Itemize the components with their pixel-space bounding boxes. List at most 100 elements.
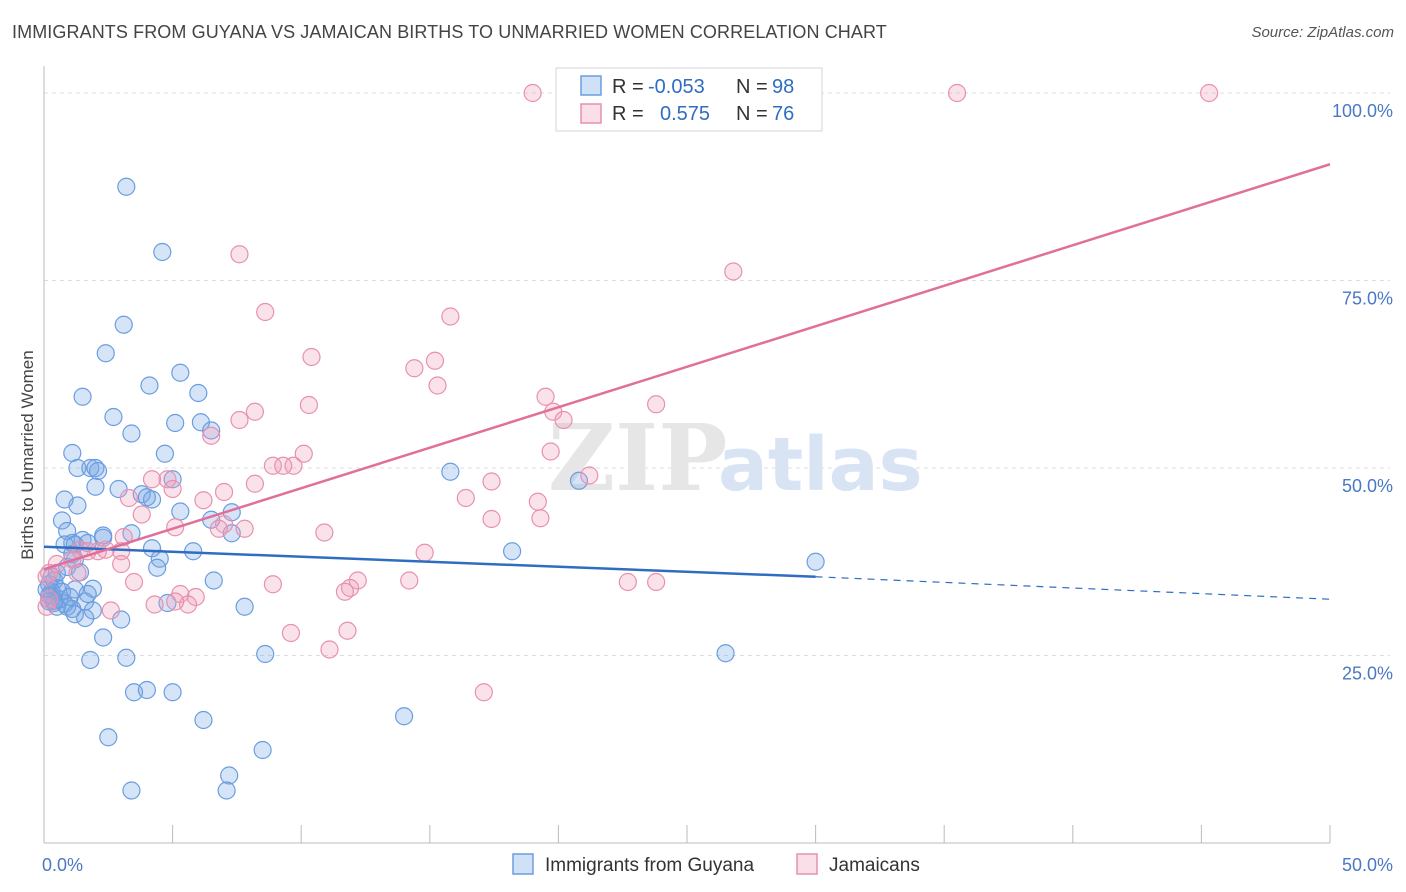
guyana-point-72	[81, 650, 100, 670]
chart-source: Source: ZipAtlas.com	[1251, 24, 1394, 41]
jamaicans-point-59	[400, 571, 419, 590]
jamaicans-point-27	[580, 466, 599, 485]
series-legend: Immigrants from Guyana Jamaicans	[512, 853, 920, 876]
jamaicans-point-43	[114, 527, 133, 547]
jamaicans-point-57	[263, 575, 283, 594]
jamaicans-point-12	[647, 395, 666, 414]
legend-r-label-1: R =	[612, 76, 644, 98]
jamaicans-point-9	[425, 351, 445, 370]
correlation-legend: R = -0.053 N = 98 R = 0.575 N = 76	[555, 67, 823, 132]
legend-bottom-label-jamaicans: Jamaicans	[829, 855, 920, 876]
guyana-point-47	[148, 558, 167, 577]
jamaicans-point-73	[320, 640, 339, 659]
jamaicans-point-16	[554, 410, 573, 430]
guyana-point-67	[235, 597, 254, 616]
guyana-point-62	[65, 605, 84, 624]
x-tick-label-1: 50.0%	[1342, 855, 1393, 875]
jamaicans-point-37	[531, 509, 550, 528]
watermark-atlas: atlas	[718, 422, 923, 508]
guyana-point-0	[117, 177, 136, 196]
jamaicans-point-13	[299, 395, 319, 415]
trend-line-jamaicans	[43, 163, 1331, 571]
guyana-point-87	[716, 644, 735, 663]
jamaicans-point-36	[482, 509, 501, 529]
guyana-point-84	[441, 462, 460, 481]
guyana-point-77	[194, 710, 213, 730]
jamaicans-point-72	[338, 621, 357, 640]
watermark: ZIP atlas	[548, 404, 923, 512]
jamaicans-point-5	[256, 302, 275, 322]
legend-r-label-2: R =	[612, 103, 644, 125]
jamaicans-point-10	[428, 376, 447, 395]
guyana-point-82	[122, 781, 141, 800]
legend-swatch-blue	[580, 75, 602, 96]
guyana-point-61	[78, 584, 97, 604]
jamaicans-point-3	[230, 245, 249, 264]
y-tick-label-3: 100.0%	[1332, 101, 1393, 121]
guyana-point-8	[104, 407, 123, 427]
jamaicans-point-21	[284, 456, 303, 475]
trend-line-guyana-extension	[815, 576, 1331, 600]
guyana-point-66	[204, 571, 223, 590]
guyana-point-88	[806, 552, 825, 571]
legend-bottom-swatch-blue	[512, 853, 534, 875]
guyana-point-30	[52, 511, 72, 530]
guyana-point-73	[256, 644, 275, 664]
legend-n-value-2: 76	[772, 103, 794, 125]
jamaicans-point-2	[1200, 83, 1219, 103]
jamaicans-point-26	[482, 472, 501, 491]
jamaicans-point-66	[145, 595, 164, 614]
jamaicans-point-75	[40, 590, 59, 609]
legend-r-value-2: 0.575	[660, 103, 710, 125]
jamaicans-point-53	[68, 563, 87, 583]
y-tick-label-0: 25.0%	[1342, 664, 1393, 684]
jamaicans-point-23	[274, 456, 293, 475]
guyana-point-70	[112, 610, 131, 629]
jamaicans-point-29	[163, 479, 182, 499]
gridlines	[44, 92, 1390, 656]
guyana-point-1	[153, 242, 172, 262]
guyana-point-27	[171, 502, 190, 521]
jamaicans-point-33	[528, 492, 547, 511]
x-tick-labels: 0.0% 50.0%	[42, 855, 1393, 875]
jamaicans-point-41	[209, 519, 228, 538]
y-tick-labels: 25.0% 50.0% 75.0% 100.0%	[1332, 101, 1393, 684]
jamaicans-point-4	[724, 262, 743, 281]
jamaicans-point-34	[119, 488, 138, 508]
guyana-point-76	[163, 683, 182, 702]
axes	[43, 66, 1331, 844]
guyana-point-6	[189, 383, 208, 403]
guyana-point-69	[94, 628, 113, 647]
jamaicans-point-6	[441, 307, 460, 326]
legend-n-value-1: 98	[772, 76, 794, 98]
guyana-point-12	[202, 421, 221, 440]
jamaicans-point-69	[166, 592, 185, 611]
legend-swatch-pink	[580, 103, 602, 124]
guyana-point-21	[86, 477, 105, 496]
jamaicans-point-47	[78, 542, 97, 561]
jamaicans-point-39	[235, 519, 254, 538]
jamaicans-point-32	[194, 491, 213, 510]
trend-lines	[43, 163, 1331, 600]
guyana-point-2	[114, 315, 133, 334]
jamaicans-point-31	[456, 488, 475, 508]
jamaicans-point-35	[132, 505, 151, 524]
x-tick-label-0: 0.0%	[42, 855, 83, 875]
jamaicans-point-19	[541, 442, 560, 461]
guyana-point-15	[68, 458, 87, 478]
guyana-point-86	[503, 542, 522, 561]
guyana-point-3	[96, 344, 115, 363]
guyana-point-78	[99, 728, 118, 747]
jamaicans-point-20	[294, 444, 313, 463]
jamaicans-point-28	[245, 474, 265, 493]
guyana-point-79	[253, 740, 272, 760]
guyana-point-26	[68, 496, 87, 515]
jamaicans-point-58	[348, 571, 367, 590]
jamaicans-point-49	[415, 543, 434, 562]
legend-bottom-swatch-pink	[796, 853, 818, 875]
jamaicans-point-11	[536, 387, 555, 406]
jamaicans-point-22	[263, 456, 283, 475]
guyana-point-5	[171, 363, 190, 382]
jamaicans-point-18	[202, 426, 221, 445]
